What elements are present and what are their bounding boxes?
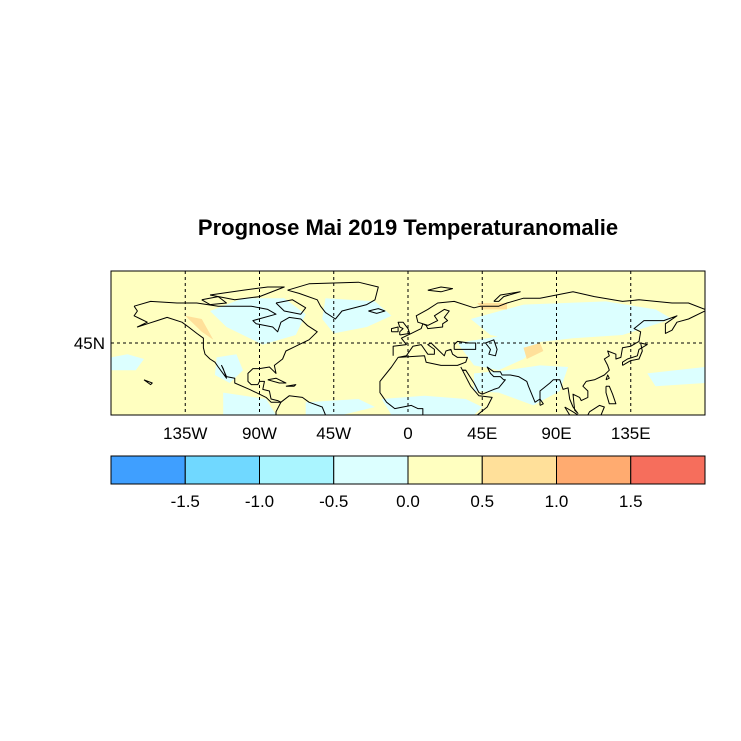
colorbar-label: 1.5 — [619, 492, 643, 511]
colorbar-label: 1.0 — [545, 492, 569, 511]
colorbar-box — [630, 455, 706, 485]
x-tick-label: 0 — [403, 424, 412, 443]
anomaly-region — [457, 335, 540, 371]
x-tick-label: 90E — [541, 424, 571, 443]
coastline-svalbard — [427, 286, 454, 293]
anomaly-region — [214, 354, 243, 383]
coastline-north-america — [133, 300, 326, 415]
coastline-borneo — [587, 404, 605, 415]
anomaly-region — [305, 399, 375, 415]
colorbar-label: 0.0 — [396, 492, 420, 511]
anomaly-region — [111, 354, 144, 371]
x-tick-label: 45E — [467, 424, 497, 443]
coastline-ireland — [391, 326, 399, 333]
map-panel — [110, 270, 706, 416]
coastline-east-asia — [460, 310, 705, 414]
x-tick-labels: 135W 90W 45W 0 45E 90E 135E — [163, 424, 651, 443]
colorbar-label: 0.5 — [470, 492, 494, 511]
colorbar-label: -1.5 — [171, 492, 200, 511]
x-tick-label: 135W — [163, 424, 207, 443]
coastline-black-sea — [453, 340, 477, 350]
colorbar-box — [184, 455, 260, 485]
coastline-caspian — [485, 339, 498, 357]
anomaly-region — [210, 298, 306, 345]
anomaly-region — [523, 343, 544, 359]
coastline-hawaii — [143, 379, 153, 386]
x-tick-label: 45W — [316, 424, 351, 443]
colorbar-box — [407, 455, 483, 485]
coastline-cuba — [267, 377, 287, 384]
coastline-borneo-sumatra — [564, 406, 579, 415]
anomaly-region — [647, 367, 705, 387]
coastline-arctic-islands-2 — [201, 296, 227, 306]
map-frame — [110, 270, 706, 416]
gridlines — [111, 271, 705, 415]
y-tick-labels: 45N — [74, 334, 105, 353]
coastline-greenland — [287, 281, 379, 320]
map-title: Prognose Mai 2019 Temperaturanomalie — [198, 215, 618, 240]
coastline-taiwan — [605, 374, 610, 381]
coastline-britain — [397, 321, 411, 336]
coastline-philippines — [605, 385, 617, 405]
colorbar-box — [259, 455, 335, 485]
coastline-na-west — [133, 305, 282, 415]
x-tick-label: 135E — [611, 424, 651, 443]
coastline-africa — [379, 342, 493, 415]
coastline-japan — [622, 342, 648, 366]
anomaly-region — [381, 395, 483, 415]
anomaly-region — [470, 301, 672, 343]
coastline-hispaniola — [285, 384, 297, 387]
colorbar-box — [110, 455, 186, 485]
coastline-iceland — [368, 308, 386, 314]
y-tick-label: 45N — [74, 334, 105, 353]
colorbar-label: -1.0 — [245, 492, 274, 511]
anomaly-region — [322, 298, 392, 334]
coastline-arctic-islands — [209, 286, 285, 301]
anomaly-region — [223, 392, 276, 415]
anomaly-region — [185, 315, 214, 340]
colorbar-box — [556, 455, 632, 485]
x-tick-label: 90W — [242, 424, 277, 443]
anomaly-regions — [111, 298, 705, 415]
colorbar-box — [333, 455, 409, 485]
colorbar: -1.5 -1.0 -0.5 0.0 0.5 1.0 1.5 — [110, 455, 706, 511]
colorbar-label: -0.5 — [319, 492, 348, 511]
colorbar-box — [481, 455, 557, 485]
anomaly-region — [474, 365, 569, 406]
coastline-baffin — [275, 299, 307, 315]
coastlines — [133, 281, 705, 415]
coastline-novaya-zemlya — [493, 291, 521, 302]
coastline-sri-lanka — [539, 398, 544, 406]
coastline-eurasia — [392, 291, 705, 356]
